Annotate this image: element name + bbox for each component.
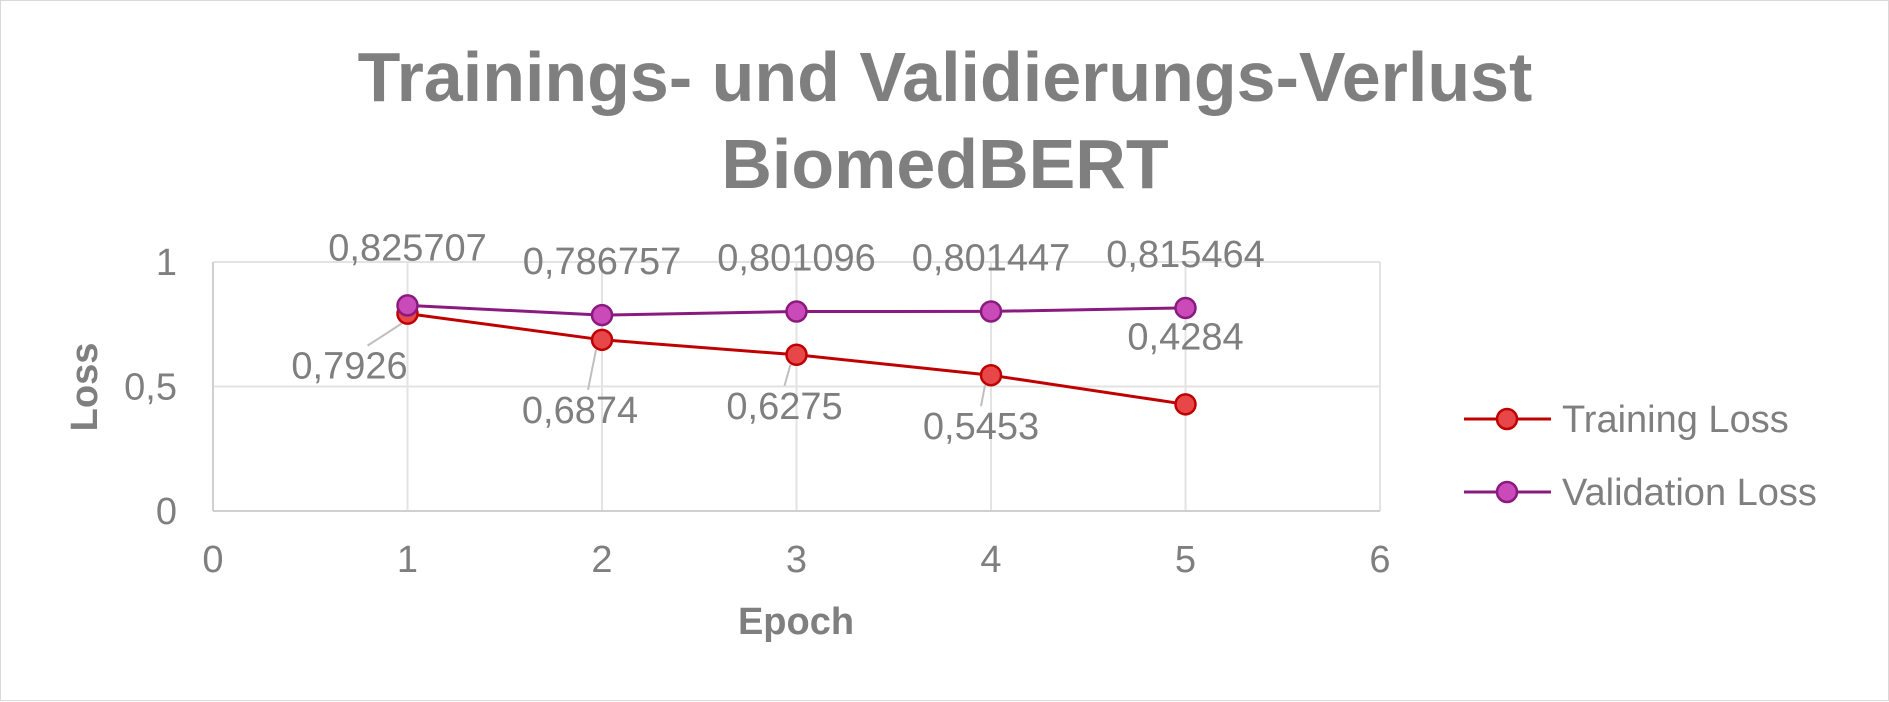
legend-label: Training Loss — [1562, 399, 1789, 441]
legend-marker — [1495, 480, 1519, 504]
legend-label: Validation Loss — [1562, 472, 1817, 514]
data-label: 0,786757 — [523, 241, 682, 283]
x-tick-label: 2 — [591, 539, 612, 581]
legend: Training Loss Validation Loss — [1464, 399, 1817, 514]
y-tick-label: 0,5 — [124, 367, 177, 409]
y-tick-label: 1 — [156, 242, 177, 284]
data-label-leader — [587, 349, 597, 391]
y-axis-title: Loss — [64, 343, 106, 432]
chart-title-line-2: BiomedBERT — [721, 125, 1168, 203]
data-label: 0,801447 — [912, 237, 1071, 279]
data-label: 0,6275 — [726, 386, 842, 428]
data-labels: 0,7926 0,6874 0,6275 0,5453 0,4284 0,825707 0,… — [291, 227, 1264, 448]
x-tick-label: 0 — [202, 539, 223, 581]
data-label-leader — [366, 322, 403, 347]
data-label-leader — [980, 385, 986, 407]
data-label: 0,825707 — [328, 227, 487, 269]
x-tick-label: 3 — [786, 539, 807, 581]
y-tick-label: 0 — [156, 491, 177, 533]
series-marker — [979, 363, 1003, 387]
x-tick-label: 5 — [1175, 539, 1196, 581]
data-label-leader — [783, 364, 792, 387]
x-tick-label: 6 — [1369, 539, 1390, 581]
series-marker — [590, 303, 614, 327]
axes: 0 1 2 3 4 5 6 0 0,5 1 — [124, 242, 1390, 581]
x-tick-label: 1 — [397, 539, 418, 581]
series — [396, 294, 1197, 416]
chart-title-line-1: Trainings- und Validierungs-Verlust — [358, 38, 1533, 116]
x-axis-title: Epoch — [738, 601, 854, 643]
series-marker — [1174, 296, 1197, 320]
series-marker — [396, 294, 419, 317]
data-label: 0,7926 — [291, 346, 407, 388]
series-marker — [590, 328, 614, 352]
series-marker — [979, 300, 1003, 323]
chart-title: Trainings- und Validierungs-Verlust Biom… — [358, 38, 1533, 203]
series-marker — [1174, 393, 1197, 416]
series-marker — [785, 300, 808, 323]
legend-marker — [1495, 407, 1519, 431]
data-label: 0,6874 — [522, 390, 638, 432]
data-label: 0,4284 — [1127, 316, 1243, 358]
x-tick-label: 4 — [980, 539, 1001, 581]
series-marker — [785, 343, 808, 367]
data-label: 0,815464 — [1106, 234, 1265, 276]
data-label: 0,5453 — [923, 406, 1039, 448]
data-label: 0,801096 — [717, 238, 876, 280]
